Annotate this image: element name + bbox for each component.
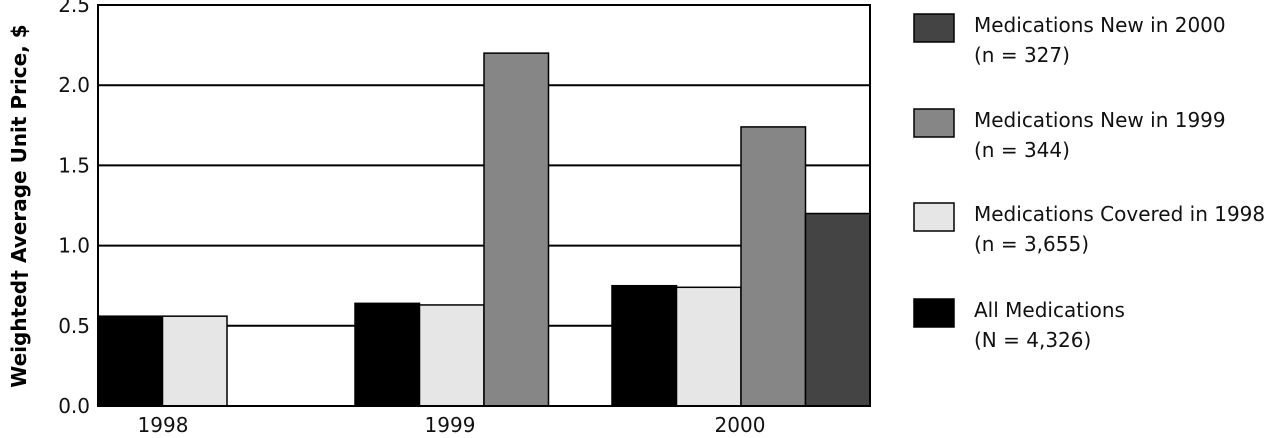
legend-item: All Medications (N = 4,326) (913, 298, 1125, 352)
legend-item: Medications New in 2000 (n = 327) (913, 13, 1226, 67)
legend-label: Medications New in 2000 (974, 13, 1226, 37)
legend-item: Medications New in 1999 (n = 344) (913, 108, 1226, 162)
x-tick-label: 1999 (425, 413, 476, 437)
bar-1999-series-1 (418, 304, 485, 407)
legend-label: Medications New in 1999 (974, 108, 1226, 132)
bars (97, 52, 871, 407)
bar-2000-series-3 (804, 212, 871, 407)
x-tick-label: 1998 (138, 413, 189, 437)
y-tick-label: 2.0 (58, 73, 90, 97)
y-tick-label: 0.5 (58, 314, 90, 338)
bar-2000-series-0 (611, 284, 678, 407)
y-axis-label: Weighted† Average Unit Price, $ (7, 24, 31, 387)
y-axis-ticks: 0.0 0.5 1.0 1.5 2.0 2.5 (58, 0, 90, 418)
bar-1999-series-2 (483, 52, 550, 407)
legend-item: Medications Covered in 1998 (n = 3,655) (913, 202, 1265, 256)
legend-count: (n = 327) (974, 43, 1070, 67)
y-tick-label: 1.0 (58, 234, 90, 258)
bar-1998-series-1 (161, 315, 228, 407)
legend-label: All Medications (974, 298, 1125, 322)
x-axis-ticks: 1998 1999 2000 (138, 413, 766, 437)
legend-label: Medications Covered in 1998 (974, 202, 1265, 226)
y-tick-label: 1.5 (58, 153, 90, 177)
legend-swatch (913, 202, 955, 232)
legend-count: (n = 3,655) (974, 232, 1089, 256)
legend-count: (n = 344) (974, 138, 1070, 162)
legend-count: (N = 4,326) (974, 328, 1091, 352)
y-tick-label: 2.5 (58, 0, 90, 17)
legend-swatch (913, 13, 955, 43)
x-tick-label: 2000 (715, 413, 766, 437)
plot-area-frame (97, 4, 871, 407)
legend-swatch (913, 298, 955, 328)
y-tick-label: 0.0 (58, 394, 90, 418)
bar-1998-series-0 (97, 315, 164, 407)
bar-1999-series-0 (354, 302, 421, 407)
bar-2000-series-2 (740, 126, 807, 407)
legend: Medications New in 2000(n = 327)Medicati… (913, 13, 1265, 352)
bar-2000-series-1 (675, 286, 742, 407)
legend-swatch (913, 108, 955, 138)
